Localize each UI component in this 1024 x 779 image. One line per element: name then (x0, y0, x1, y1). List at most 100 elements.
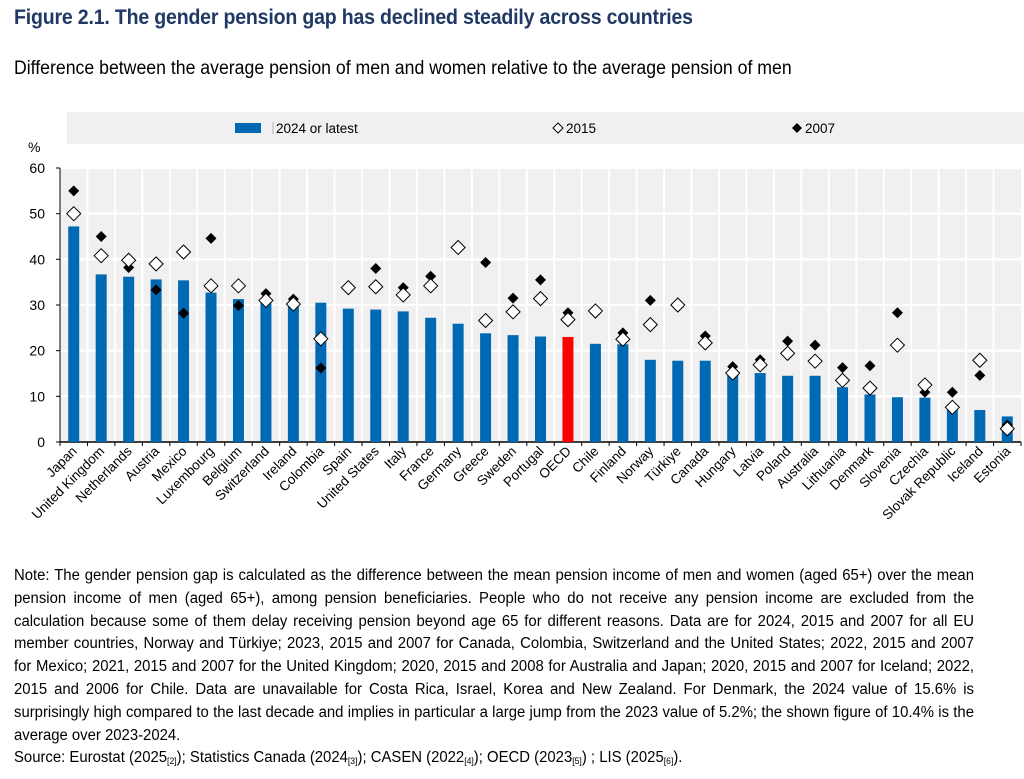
marker-2015 (779, 345, 796, 362)
bar-2024 (699, 360, 711, 442)
bar-2024 (644, 359, 656, 442)
source-1: Statistics Canada (2024[3]); (189, 749, 371, 767)
marker-2015 (889, 337, 906, 353)
marker-2015 (230, 278, 247, 294)
marker-2015 (697, 335, 713, 351)
data-marks (66, 185, 1015, 442)
marker-2007 (150, 284, 162, 296)
marker-2007 (205, 232, 217, 244)
bar-2024 (507, 335, 519, 442)
bar-2024 (123, 276, 135, 442)
marker-2015 (505, 304, 521, 320)
marker-2007 (95, 231, 107, 242)
bar-2024 (535, 336, 546, 442)
marker-2007 (68, 185, 80, 197)
marker-2007 (809, 339, 821, 351)
marker-2007 (480, 257, 492, 269)
source-ref[interactable]: [5] (572, 756, 582, 767)
bar-2024 (754, 373, 766, 442)
marker-2007 (837, 362, 849, 374)
note-text: Note: The gender pension gap is calculat… (14, 567, 974, 744)
source-ref[interactable]: [2] (167, 756, 177, 767)
legend-label-2007: 2007 (805, 121, 835, 136)
bar-2024 (946, 407, 958, 442)
marker-2015 (724, 365, 741, 381)
marker-2007 (425, 270, 437, 282)
marker-2015 (670, 297, 686, 313)
bar-2024 (480, 333, 492, 442)
legend-swatch-bar (235, 123, 261, 133)
marker-2015 (752, 357, 768, 373)
source-ref[interactable]: [4] (464, 756, 474, 767)
marker-2015 (642, 316, 659, 333)
source-4: LIS (2025[6]). (599, 749, 683, 767)
marker-2015 (66, 205, 82, 222)
marker-2007 (535, 274, 546, 286)
bar-2024 (974, 410, 986, 442)
marker-2015 (340, 279, 357, 296)
bar-chart: 2024 or latest 2015 2007 % 0 10 20 30 40 50 60 Ja… (28, 112, 1024, 523)
bar-2024 (232, 299, 244, 442)
bar-2024 (452, 323, 464, 442)
x-tick-label: OECD (536, 443, 574, 481)
marker-2007 (864, 360, 876, 372)
marker-2015 (148, 256, 164, 272)
legend-background (67, 112, 1024, 144)
marker-2007 (891, 307, 903, 319)
y-tick-label: 60 (29, 160, 45, 176)
marker-2015 (175, 244, 192, 260)
y-tick-label: 50 (29, 206, 45, 222)
bar-2024 (891, 397, 903, 442)
y-tick-label: 30 (29, 297, 45, 313)
marker-2007 (782, 335, 794, 347)
marker-2007 (644, 294, 656, 306)
marker-2015 (395, 287, 411, 303)
bar-2024 (68, 226, 80, 442)
marker-2015 (532, 290, 549, 307)
marker-2015 (862, 380, 878, 396)
bar-2024 (370, 309, 382, 442)
source-3: OECD (2023[5]) ; (487, 749, 600, 767)
marker-2015 (422, 278, 439, 294)
legend-hollow-diamond-icon (552, 122, 564, 134)
marker-2015 (560, 311, 576, 328)
legend-label-2015: 2015 (566, 121, 596, 136)
plot-area (60, 167, 1021, 442)
y-tick-label: 0 (37, 434, 45, 450)
marker-2015 (120, 252, 137, 268)
bar-2024 (178, 280, 190, 442)
source-ref[interactable]: [3] (347, 756, 358, 767)
bar-2024 (672, 360, 684, 442)
marker-2015 (999, 421, 1015, 437)
source-ref[interactable]: [6] (663, 756, 674, 767)
bar-2024 (397, 311, 409, 442)
figure-subtitle: Difference between the average pension o… (14, 58, 792, 79)
marker-2015 (477, 312, 494, 329)
bar-2024 (260, 302, 272, 442)
marker-2015 (834, 372, 851, 389)
bar-2024 (95, 274, 107, 442)
bar-2024 (425, 317, 437, 442)
marker-2015 (615, 331, 631, 347)
source-2: CASEN (2022[4]); (370, 749, 488, 767)
marker-2015 (450, 239, 466, 256)
figure-title: Figure 2.1. The gender pension gap has d… (14, 6, 693, 29)
marker-2007 (370, 262, 382, 274)
marker-2007 (178, 307, 190, 319)
bar-2024 (727, 373, 739, 442)
bar-2024 (782, 375, 794, 442)
bar-2024 (837, 387, 849, 442)
bar-2024 (562, 336, 574, 442)
marker-2015 (587, 303, 604, 319)
y-tick-label: 20 (29, 343, 45, 359)
marker-2007 (946, 386, 958, 398)
marker-2015 (944, 399, 961, 416)
legend: 2024 or latest 2015 2007 (67, 112, 1024, 144)
marker-2015 (285, 296, 302, 312)
source-list: Eurostat (2025[2]); Statistics Canada (2… (69, 749, 682, 766)
marker-2007 (315, 362, 327, 374)
legend-filled-diamond-icon (792, 123, 802, 133)
marker-2015 (93, 247, 109, 264)
bar-2024 (589, 343, 601, 442)
